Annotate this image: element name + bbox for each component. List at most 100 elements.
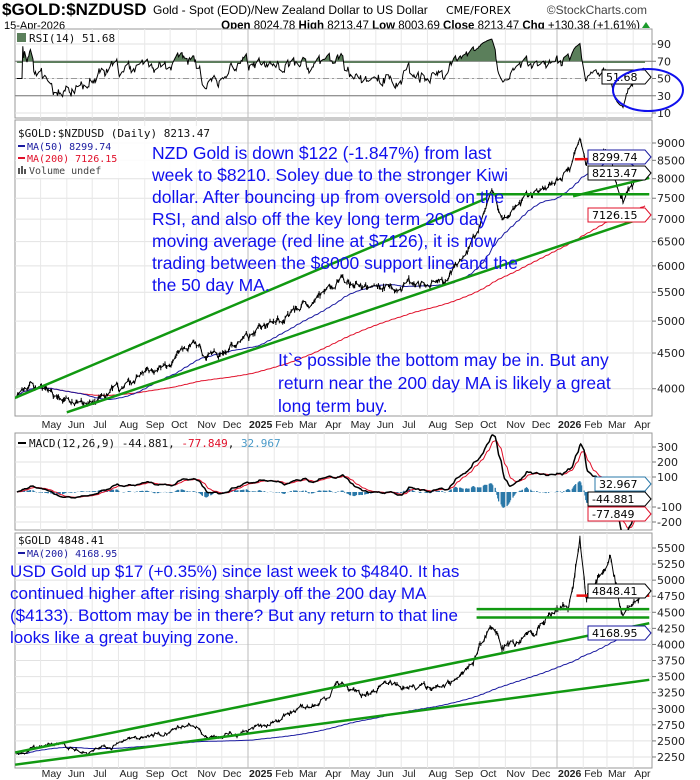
- macd-histogram-bar: [110, 490, 112, 492]
- macd-histogram-bar: [556, 491, 558, 492]
- macd-histogram-bar: [304, 490, 307, 492]
- macd-panel-tick-label: 100: [657, 471, 678, 484]
- macd-value-tag-box: [587, 491, 652, 507]
- macd-histogram-bar: [462, 488, 464, 492]
- macd-histogram-bar: [139, 491, 142, 492]
- month-label: Feb: [275, 419, 293, 431]
- macd-histogram-bar: [169, 492, 171, 493]
- nzd-panel-tick-label: 9000: [657, 137, 685, 150]
- macd-histogram-bar: [205, 492, 208, 498]
- macd-histogram-bar: [476, 487, 479, 492]
- macd-histogram-bar: [282, 492, 284, 494]
- macd-histogram-bar: [293, 490, 295, 492]
- macd-histogram-bar: [467, 488, 469, 492]
- up-triangle-icon: [642, 22, 650, 28]
- macd-histogram-bar: [192, 491, 194, 492]
- macd-histogram-bar: [353, 492, 355, 497]
- month-label: 2026: [558, 768, 582, 780]
- gold-close-tag: 4848.41: [592, 585, 638, 598]
- macd-histogram-bar: [56, 492, 58, 495]
- macd-histogram-bar: [492, 485, 494, 492]
- month-label: Sep: [455, 768, 474, 780]
- macd-histogram-bar: [23, 490, 25, 492]
- month-label: May: [42, 419, 63, 431]
- macd-histogram-bar: [568, 489, 570, 492]
- macd-histogram-bar: [98, 490, 100, 492]
- gold-panel-tick-label: 5000: [657, 574, 685, 587]
- rsi-panel-tick-label: 30: [657, 90, 671, 103]
- green-trendline: [15, 622, 650, 754]
- nzd-panel-tick-label: 5500: [657, 286, 685, 299]
- macd-histogram-bar: [71, 492, 73, 493]
- month-label: Nov: [197, 419, 216, 431]
- month-label: Jun: [377, 768, 394, 780]
- macd-histogram-bar: [293, 490, 296, 492]
- macd-histogram-bar: [465, 488, 468, 492]
- macd-value-tag: -44.881: [592, 493, 634, 506]
- rsi-panel-tick-label: 90: [657, 38, 671, 51]
- month-label: Jun: [68, 768, 85, 780]
- macd-histogram-bar: [295, 490, 297, 492]
- month-label: Sep: [146, 768, 165, 780]
- macd-histogram-bar: [199, 492, 201, 494]
- green-trendline: [66, 214, 650, 414]
- macd-histogram-bar: [459, 487, 462, 492]
- macd-histogram-bar: [515, 492, 518, 493]
- rsi-value-tag-box: [601, 69, 652, 85]
- gold-ma200-legend: MA(200) 4168.95: [27, 549, 117, 560]
- annotation-line: week to $8210. Soley due to the stronger…: [151, 165, 508, 185]
- macd-histogram-bar: [342, 490, 344, 492]
- nzd-panel-tick-label: 7500: [657, 192, 685, 205]
- macd-histogram-bar: [27, 490, 29, 492]
- macd-histogram-bar: [263, 491, 265, 492]
- month-label: Sep: [455, 419, 474, 431]
- macd-histogram-bar: [180, 489, 182, 492]
- macd-histogram-bar: [474, 487, 476, 492]
- macd-histogram-bar: [289, 491, 292, 492]
- macd-histogram-bar: [514, 492, 516, 495]
- month-label: Sep: [146, 419, 165, 431]
- ma200-legend: MA(200) 7126.15: [27, 154, 117, 165]
- macd-histogram-bar: [571, 488, 573, 492]
- macd-histogram-bar: [45, 492, 48, 494]
- nzd-price-line: [16, 137, 645, 406]
- month-label: 2025: [249, 419, 273, 431]
- macd-histogram-bar: [419, 492, 421, 493]
- month-label: Mar: [299, 768, 318, 780]
- macd-histogram-bar: [109, 490, 111, 492]
- annotation-line: USD Gold up $17 (+0.35%) since last week…: [10, 562, 459, 581]
- gold-ma200-line: [16, 629, 646, 755]
- macd-histogram-bar: [449, 489, 452, 492]
- macd-histogram-bar: [253, 491, 255, 492]
- macd-histogram-bar: [323, 490, 325, 492]
- macd-histogram-bar: [245, 489, 248, 492]
- nzd-panel-tick-label: 7000: [657, 213, 685, 226]
- month-label: Dec: [223, 768, 242, 780]
- macd-histogram-bar: [82, 491, 84, 492]
- macd-histogram-bar: [177, 489, 179, 492]
- macd-histogram-bar: [407, 488, 409, 492]
- gold-panel-tick-label: 3000: [657, 703, 685, 716]
- macd-histogram-bar: [573, 485, 575, 492]
- macd-histogram-bar: [39, 492, 42, 493]
- macd-histogram-bar: [23, 490, 26, 492]
- macd-histogram-bar: [234, 490, 237, 492]
- macd-histogram-bar: [79, 491, 82, 492]
- macd-histogram-bar: [302, 490, 304, 492]
- macd-histogram-bar: [246, 489, 248, 492]
- macd-histogram-bar: [316, 491, 319, 492]
- macd-histogram-bar: [41, 492, 43, 493]
- macd-histogram-bar: [330, 491, 332, 492]
- macd-histogram-bar: [479, 487, 481, 492]
- macd-histogram-bar: [210, 492, 212, 496]
- macd-histogram-bar: [183, 490, 185, 492]
- macd-histogram-bar: [420, 492, 422, 493]
- macd-histogram-bar: [472, 485, 474, 492]
- macd-histogram-bar: [201, 492, 203, 496]
- macd-signal-tag-box: [587, 506, 652, 522]
- macd-histogram-bar: [403, 490, 405, 492]
- gold-panel-frame: [14, 532, 653, 769]
- macd-histogram-bar: [294, 490, 297, 492]
- annotation-line: trading between the $8000 support line a…: [152, 253, 518, 273]
- chart-symbol: $GOLD:$NZDUSD: [2, 0, 147, 19]
